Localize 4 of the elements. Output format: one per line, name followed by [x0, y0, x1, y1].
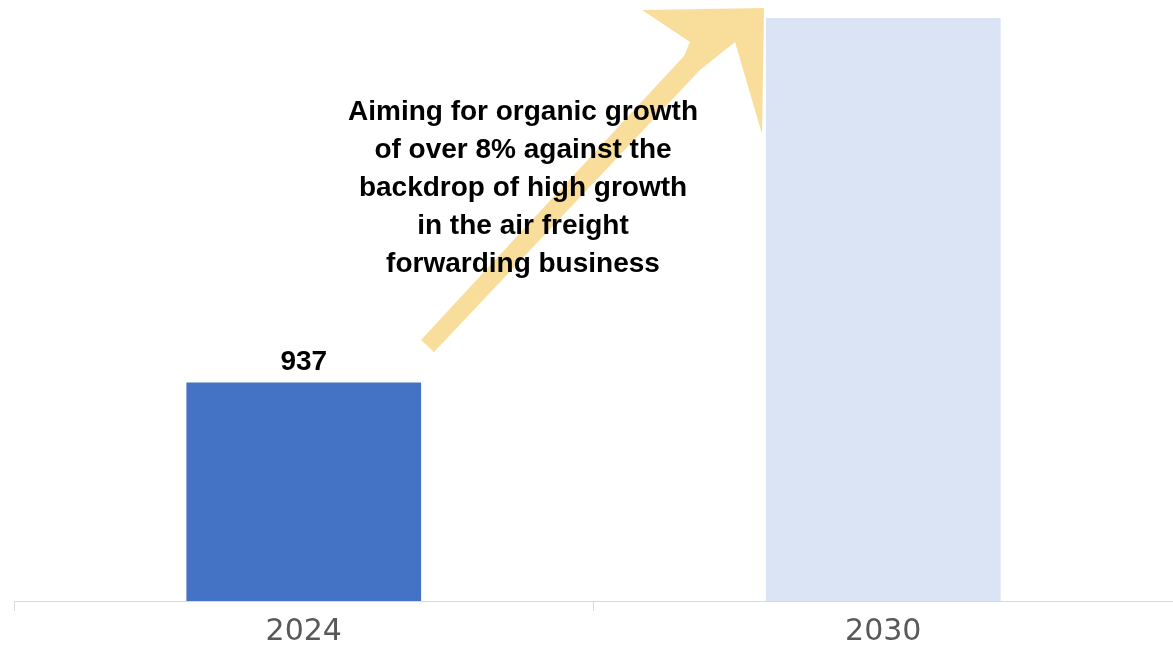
annotation: Aiming for organic growth of over 8% against the backdrop of high growth in the air freight forwarding business: [347, 94, 699, 280]
data-label: 937: [280, 345, 328, 377]
x-tick-label: 2030: [845, 611, 922, 647]
x-tick-label: 2024: [265, 611, 342, 647]
